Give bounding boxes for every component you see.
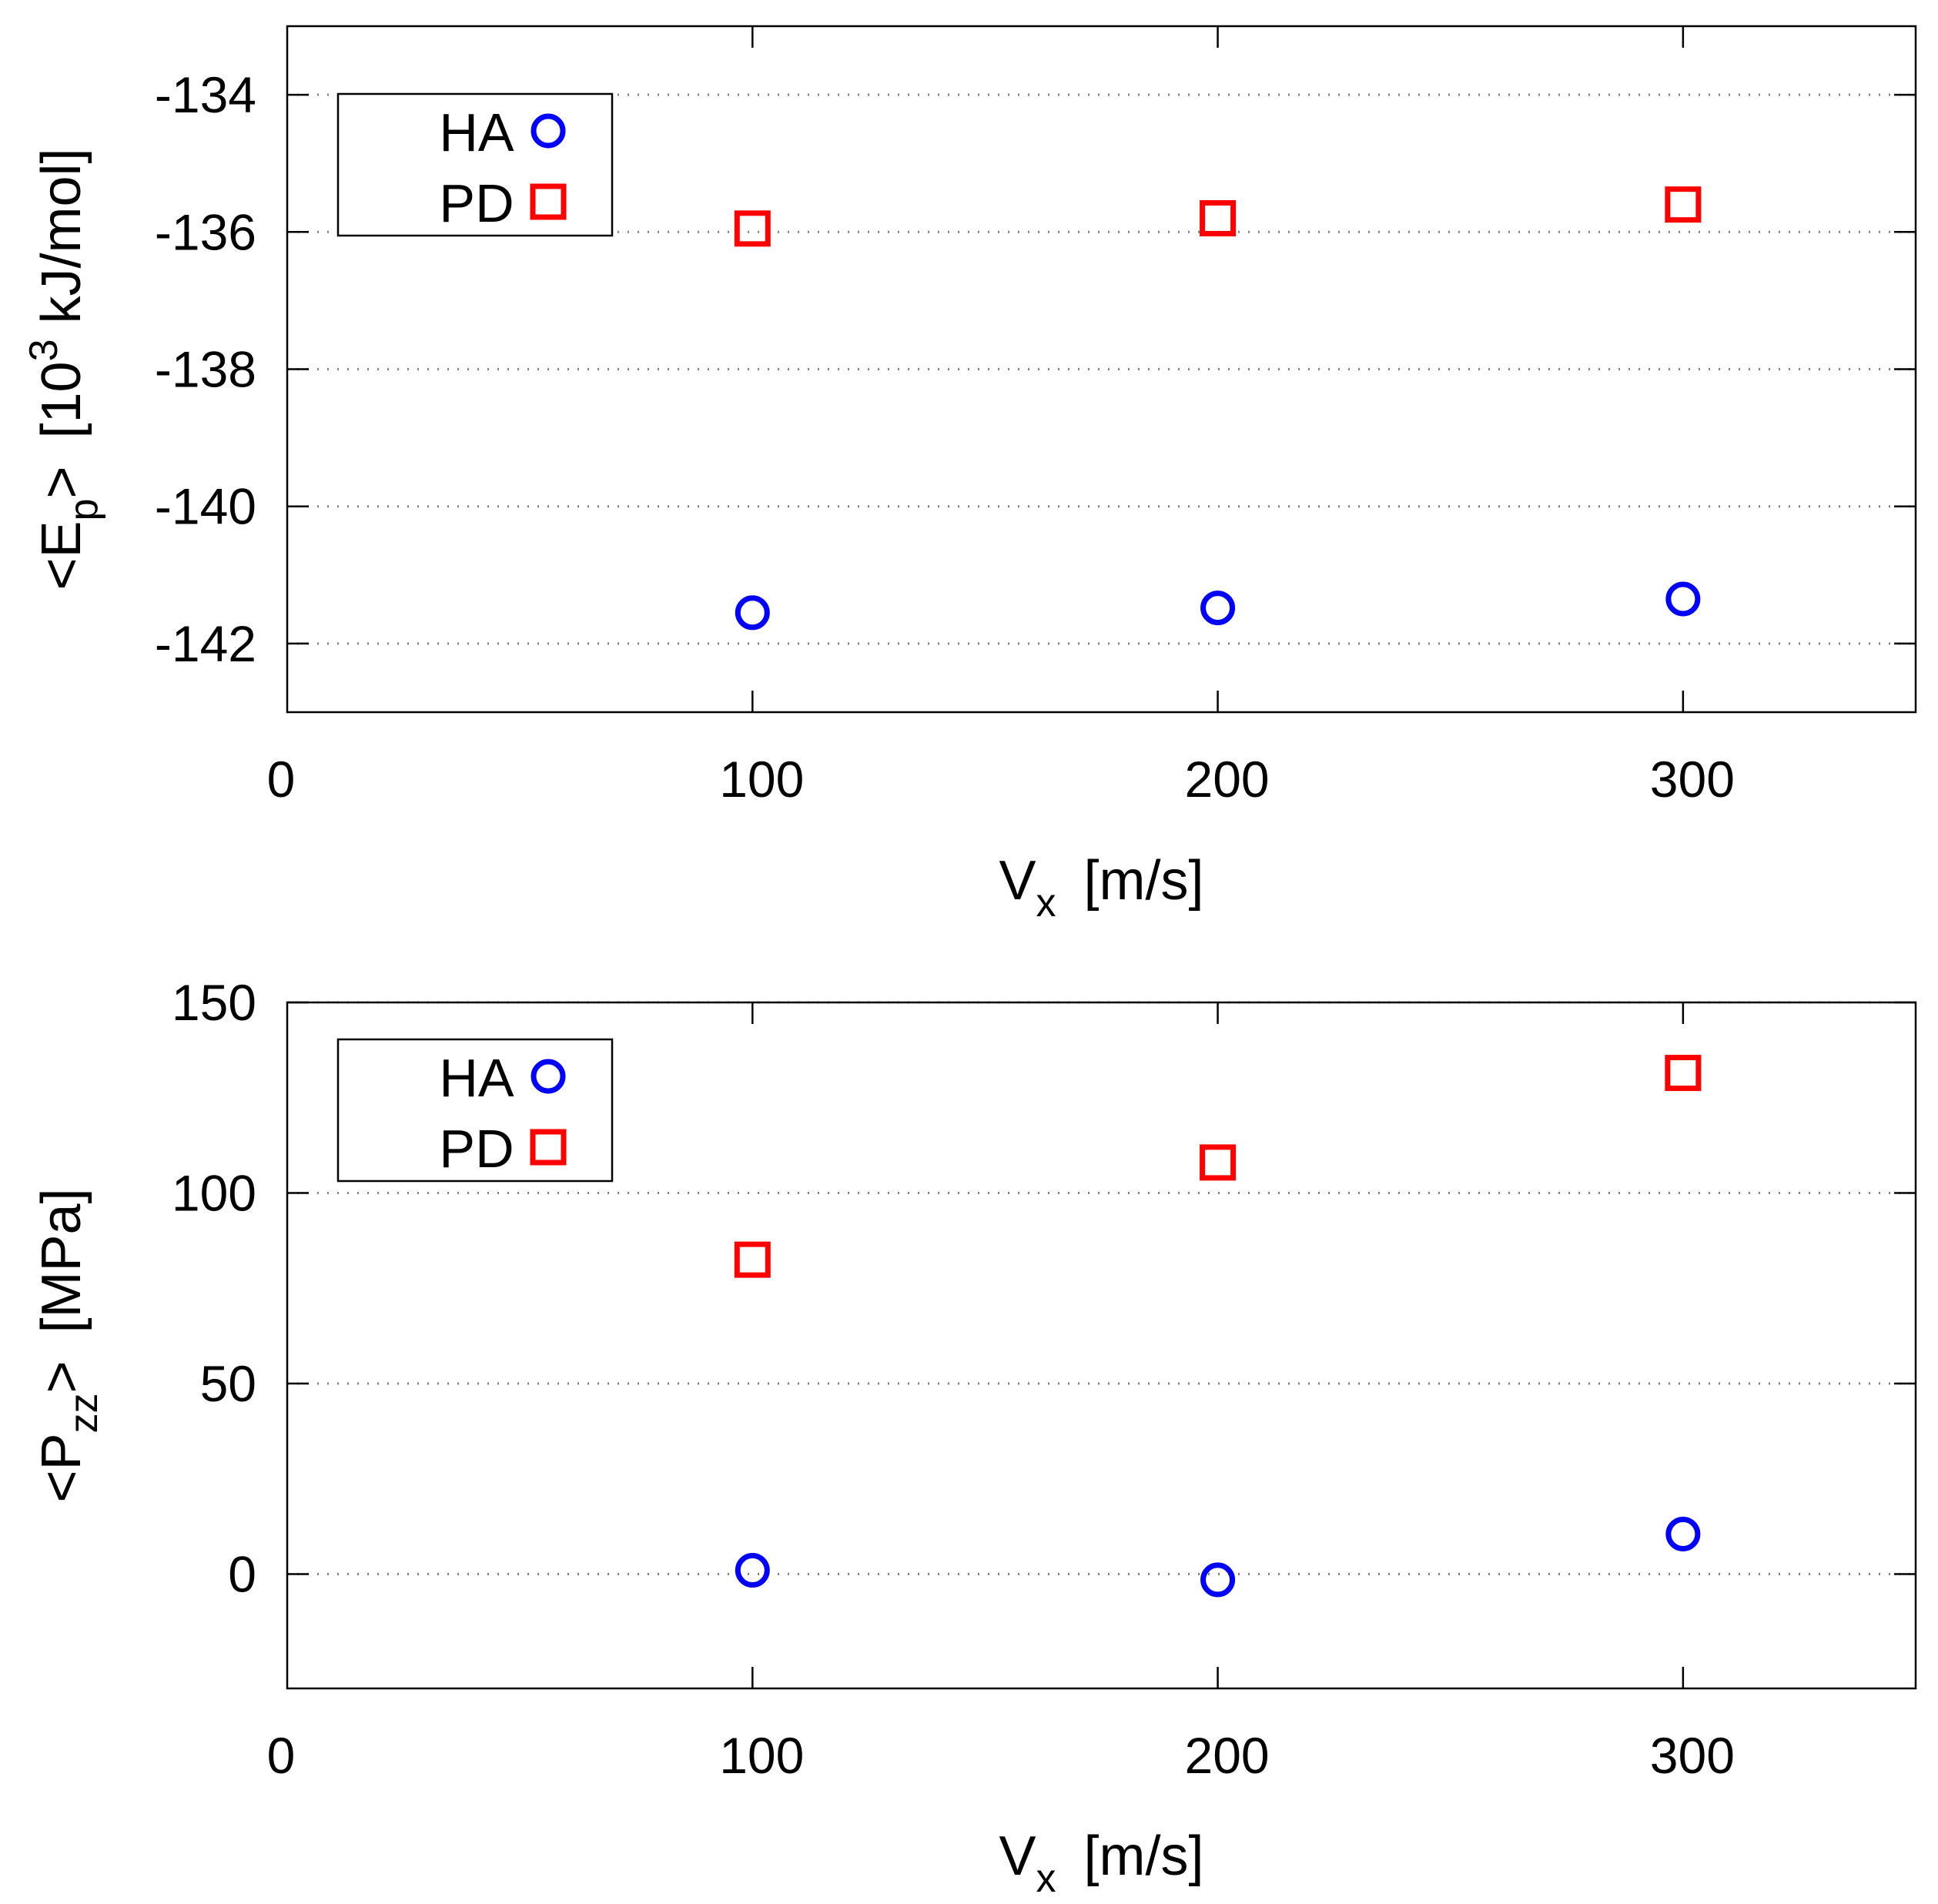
y-tick-label: -140 [155, 478, 256, 535]
data-point-pd [1200, 199, 1237, 236]
y-axis-label: <Ep> [103 kJ/mol] [22, 148, 106, 590]
data-point-ha [1665, 581, 1701, 617]
x-tick-label: 100 [719, 1727, 804, 1784]
x-tick-label: 100 [719, 751, 804, 808]
x-tick-label: 0 [267, 751, 296, 808]
y-tick-label: -134 [155, 66, 256, 123]
chart-panel-2: 150 100 50 0 0 100 200 300 Vx [m/s] <Pzz> [MPa] HA… [31, 974, 1917, 1901]
chart-panel-1: -134 -136 -138 -140 -142 0 100 200 300 Vx [m/s] <E… [22, 25, 1917, 925]
legend: HA PD [336, 1038, 614, 1183]
x-tick-label: 0 [267, 1727, 296, 1784]
x-tick-label: 200 [1185, 1727, 1270, 1784]
x-tick-label: 300 [1650, 1727, 1735, 1784]
legend-marker-pd [530, 183, 567, 220]
legend-marker-ha [531, 1059, 566, 1094]
legend-marker-ha [531, 113, 566, 149]
data-point-pd [734, 1241, 771, 1278]
y-tick-label: 150 [172, 974, 256, 1031]
x-axis-label: Vx [m/s] [999, 1825, 1203, 1901]
data-point-ha [1665, 1517, 1701, 1552]
legend-label-ha: HA [439, 102, 514, 162]
data-point-ha [1200, 1562, 1236, 1598]
y-tick-label: 100 [172, 1165, 256, 1222]
legend-box [336, 1038, 614, 1183]
x-tick-label: 300 [1650, 751, 1735, 808]
y-tick-label: -136 [155, 203, 256, 260]
data-point-pd [734, 210, 771, 247]
legend-label-pd: PD [439, 1119, 514, 1179]
y-tick-label: 0 [228, 1546, 256, 1603]
x-axis-label: Vx [m/s] [999, 850, 1203, 925]
y-tick-label: -138 [155, 341, 256, 398]
data-point-pd [1665, 186, 1702, 223]
y-tick-label: 50 [200, 1355, 256, 1412]
legend-label-pd: PD [439, 173, 514, 233]
x-tick-label: 200 [1185, 751, 1270, 808]
legend-label-ha: HA [439, 1048, 514, 1108]
data-point-ha [735, 595, 770, 631]
data-point-ha [1200, 591, 1236, 626]
y-tick-label: -142 [155, 615, 256, 672]
data-point-pd [1200, 1144, 1237, 1181]
y-axis-label: <Pzz> [MPa] [31, 1188, 106, 1502]
legend-box [336, 92, 614, 237]
data-point-pd [1665, 1055, 1702, 1092]
data-point-ha [735, 1553, 770, 1588]
legend-marker-pd [530, 1129, 567, 1166]
legend: HA PD [336, 92, 614, 237]
plot-frame [286, 1001, 1917, 1690]
